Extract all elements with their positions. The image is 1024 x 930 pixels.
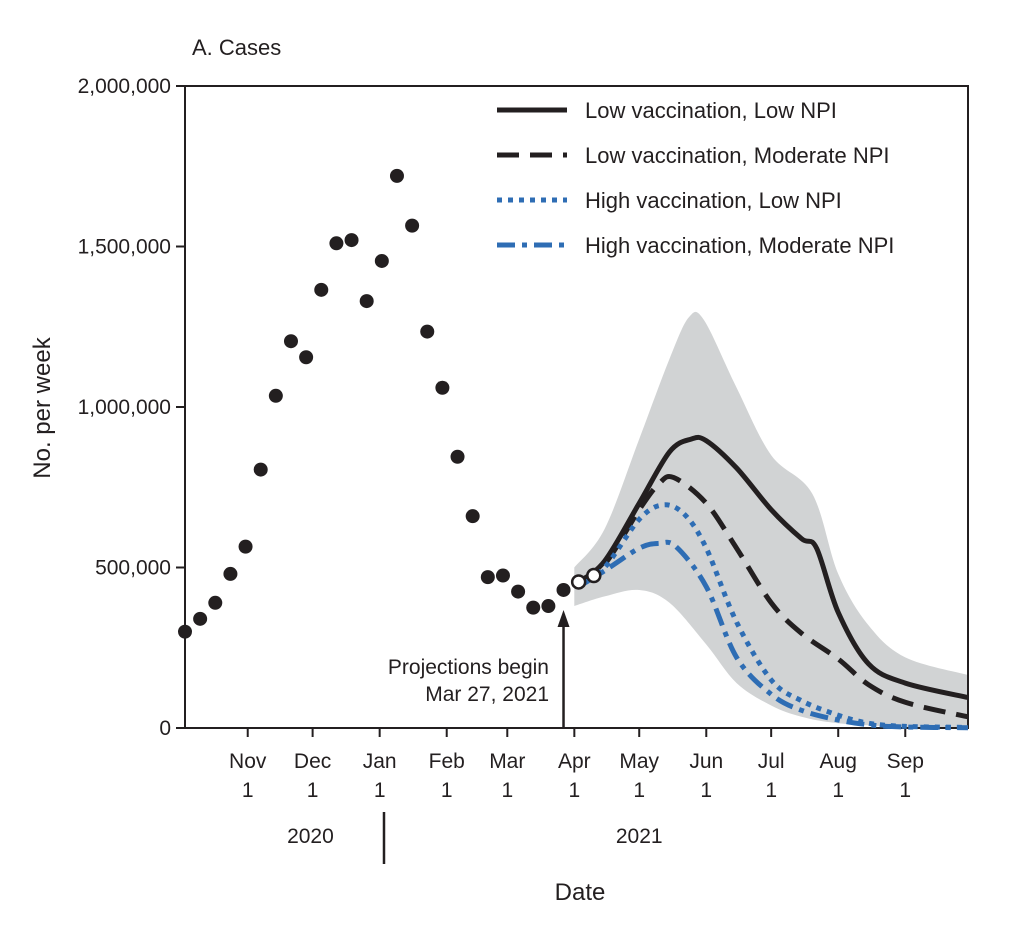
observed-point (526, 600, 541, 615)
x-tick-label-day: 1 (242, 779, 254, 802)
y-axis-title: No. per week (29, 336, 56, 478)
panel-label: A. Cases (192, 35, 281, 60)
x-tick-label-day: 1 (441, 779, 453, 802)
uncertainty-band-layer (574, 311, 968, 728)
series-line-1 (577, 434, 969, 700)
legend-label-4: High vaccination, Moderate NPI (585, 233, 894, 258)
annotation-line-1: Projections begin (388, 656, 549, 679)
observed-point (374, 253, 389, 268)
annotation-layer: Projections begin Mar 27, 2021 (388, 610, 570, 728)
x-tick-label-month: May (619, 750, 659, 773)
annotation-line-2: Mar 27, 2021 (425, 683, 549, 706)
observed-point (420, 324, 435, 339)
axes-layer: 0 500,000 1,000,000 1,500,000 2,000,000 Nov 1 D… (78, 75, 969, 864)
x-tick-label-month: Apr (558, 750, 591, 773)
observed-point (299, 350, 314, 365)
x-tick-label-month: Dec (294, 750, 331, 773)
x-tick-label-day: 1 (765, 779, 777, 802)
observed-point (238, 539, 253, 554)
observed-open-point (586, 567, 602, 584)
x-tick-label-day: 1 (501, 779, 513, 802)
x-tick-label-day: 1 (832, 779, 844, 802)
y-tick-label: 2,000,000 (78, 75, 171, 98)
observed-point (359, 294, 374, 309)
annotation-arrow-head (557, 610, 570, 627)
observed-point (314, 282, 329, 297)
series-line-2 (577, 474, 969, 720)
legend: Low vaccination, Low NPI Low vaccination,… (497, 98, 894, 258)
x-tick-label-month: Sep (887, 750, 924, 773)
x-tick-label-day: 1 (568, 779, 580, 802)
x-tick-label-month: Jun (689, 750, 723, 773)
y-tick-label: 1,500,000 (78, 236, 171, 259)
observed-point (344, 233, 359, 248)
x-tick-label-month: Jul (758, 750, 785, 773)
observed-point (465, 509, 480, 524)
observed-point (283, 334, 298, 349)
legend-label-3: High vaccination, Low NPI (585, 188, 842, 213)
x-axis-title: Date (555, 879, 606, 906)
legend-label-2: Low vaccination, Moderate NPI (585, 143, 890, 168)
observed-point (178, 624, 192, 639)
observed-point (329, 236, 344, 251)
y-tick-label: 1,000,000 (78, 396, 171, 419)
year-label: 2021 (616, 825, 663, 848)
observed-point (253, 462, 268, 477)
series-line-4 (577, 539, 969, 731)
observed-point (511, 584, 526, 599)
series-line-3 (577, 502, 969, 730)
observed-point (450, 449, 465, 464)
observed-point (495, 568, 510, 583)
observed-point (435, 380, 450, 395)
observed-point (193, 611, 208, 626)
legend-label-1: Low vaccination, Low NPI (585, 98, 837, 123)
observed-points-layer (178, 168, 602, 639)
observed-point (405, 218, 420, 233)
observed-point (223, 566, 238, 581)
observed-open-point (570, 574, 587, 590)
x-tick-label-day: 1 (700, 779, 712, 802)
y-tick-label: 500,000 (95, 557, 171, 580)
observed-point (556, 582, 571, 597)
observed-point (480, 570, 495, 585)
observed-point (208, 595, 223, 610)
y-tick-label: 0 (159, 717, 171, 740)
x-tick-label-month: Jan (363, 750, 397, 773)
x-tick-label-month: Aug (820, 750, 857, 773)
x-tick-label-month: Mar (489, 750, 525, 773)
observed-point (541, 599, 556, 614)
observed-point (389, 168, 404, 183)
x-tick-label-day: 1 (899, 779, 911, 802)
year-label: 2020 (287, 825, 334, 848)
x-tick-label-day: 1 (633, 779, 645, 802)
x-tick-label-month: Nov (229, 750, 267, 773)
x-tick-label-day: 1 (307, 779, 319, 802)
observed-point (268, 388, 283, 403)
x-tick-label-day: 1 (374, 779, 386, 802)
x-tick-label-month: Feb (429, 750, 465, 773)
series-layer (577, 434, 969, 731)
uncertainty-band (574, 311, 968, 728)
